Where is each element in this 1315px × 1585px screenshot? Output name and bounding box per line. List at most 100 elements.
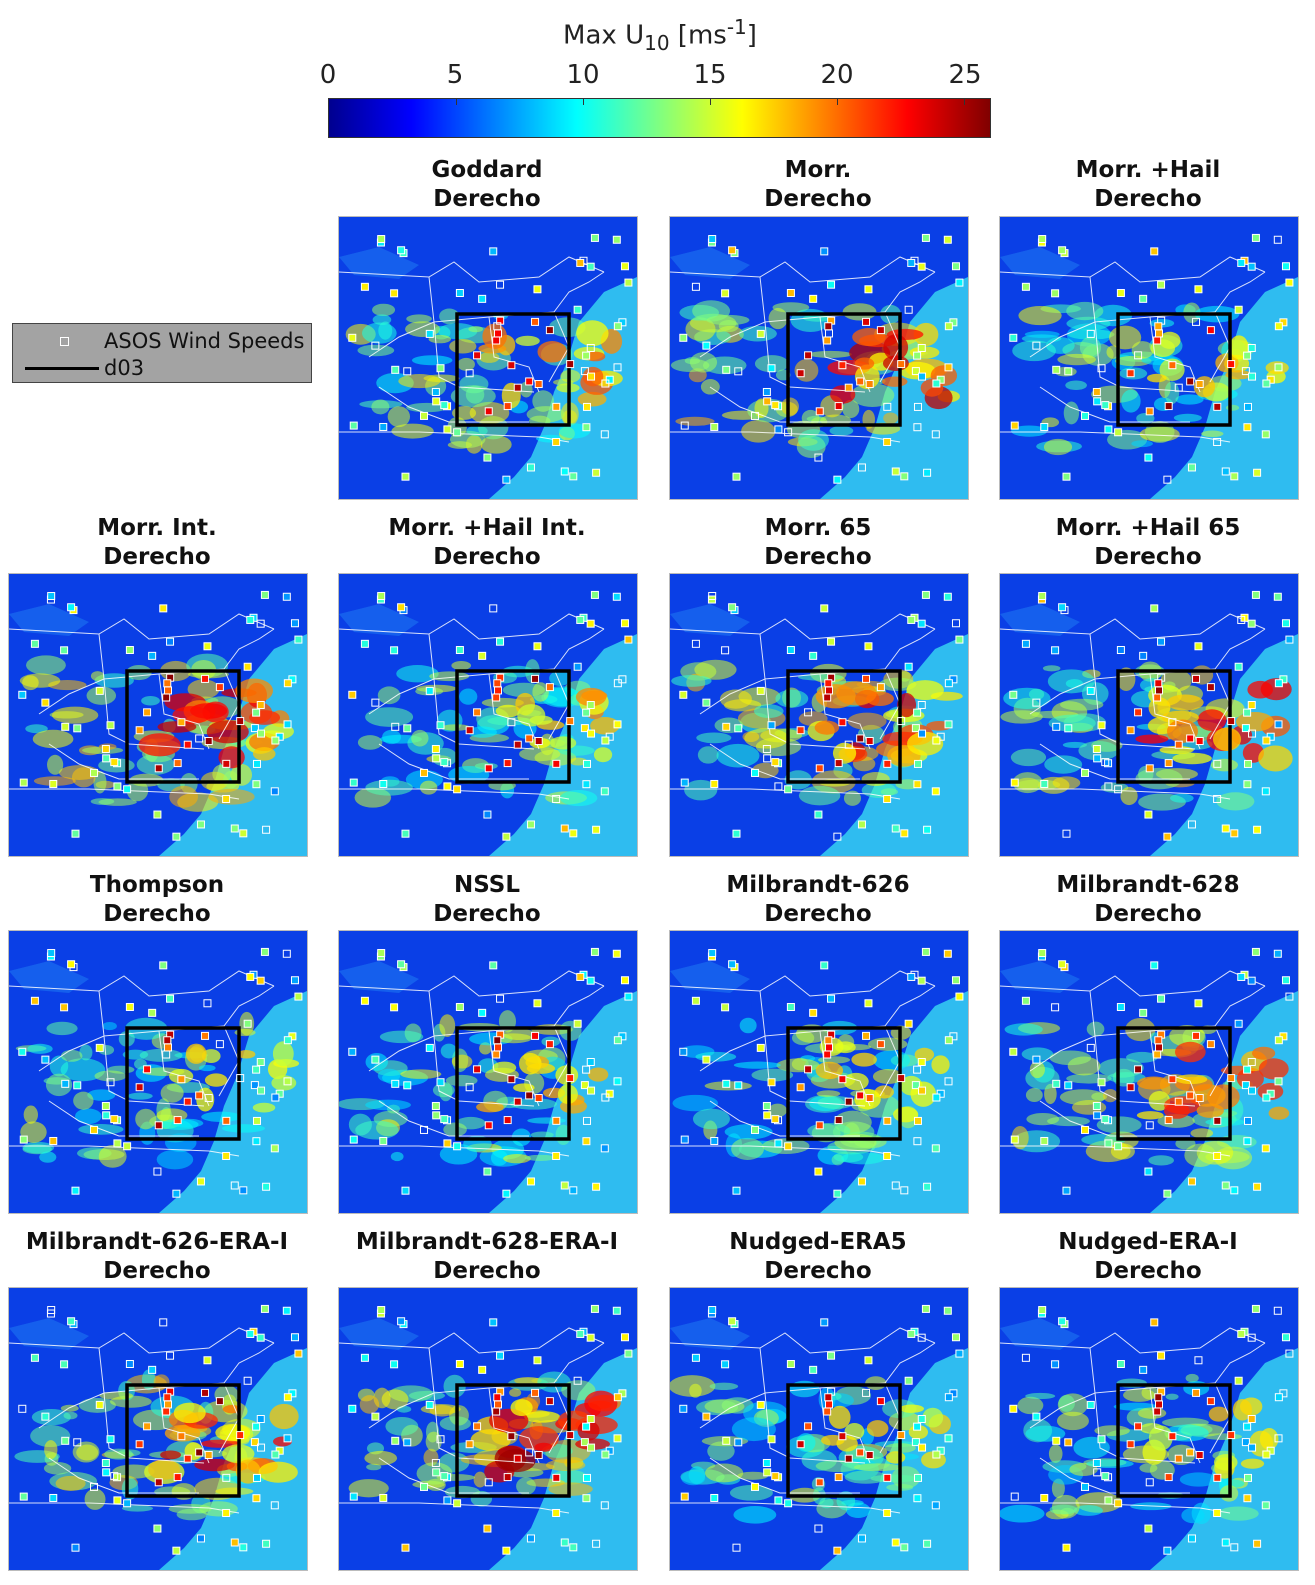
asos-station-marker [1010,1135,1019,1144]
asos-station-marker [1227,1431,1236,1440]
asos-station-marker [763,1111,772,1120]
asos-station-marker [1274,1077,1283,1086]
asos-station-marker [135,1440,144,1449]
asos-station-marker [420,768,429,777]
asos-station-marker [41,698,50,707]
asos-station-marker [582,423,591,432]
asos-station-marker [1243,1422,1252,1431]
asos-station-marker [767,1435,776,1444]
asos-station-marker [1086,686,1095,695]
panel-title-line2: Derecho [433,544,541,570]
asos-station-marker [1251,947,1260,956]
wind-map-panel [669,216,969,500]
storm-core-blob [866,1420,889,1437]
asos-station-marker [592,1539,601,1548]
asos-station-marker [1206,326,1215,335]
asos-station-marker [246,615,255,624]
panel-title: NSSL Derecho [327,871,647,929]
asos-station-marker [904,1019,913,1028]
wind-swath-blob [1000,1504,1045,1523]
asos-station-marker [1009,1404,1018,1413]
wind-swath-blob [724,1124,773,1140]
asos-station-marker [195,1448,204,1457]
wind-swath-blob [1169,1025,1205,1047]
asos-station-marker [1247,262,1256,271]
state-border [709,743,860,780]
asos-station-marker [1164,759,1173,768]
asos-station-marker [944,363,953,372]
asos-station-marker [534,1451,543,1460]
asos-station-marker [1261,1144,1270,1153]
wind-swath-blob [842,399,860,419]
panel-title-line1: Morr. +Hail 65 [1055,515,1241,541]
asos-station-marker [732,1186,741,1195]
asos-station-marker [443,1496,452,1505]
state-border [38,678,205,750]
state-border [884,1342,936,1384]
wind-map-panel [338,930,638,1214]
asos-station-marker [360,1353,369,1362]
asos-station-marker [1248,372,1257,381]
wind-swath-blob [549,670,571,686]
asos-station-marker [566,1431,575,1440]
asos-station-marker [222,1508,231,1517]
asos-station-marker [917,1058,926,1067]
asos-station-marker [493,679,502,688]
asos-station-marker [955,1349,964,1358]
asos-station-marker [1114,1142,1123,1151]
asos-station-marker [1116,1003,1125,1012]
wind-swath-blob [60,1049,83,1062]
wind-swath-blob [1181,1507,1205,1524]
asos-station-marker [864,642,873,651]
asos-station-marker [883,1508,892,1517]
wind-swath-blob [1190,1128,1214,1139]
wind-swath-blob [733,1061,781,1069]
wind-swath-blob [457,357,475,371]
asos-station-marker [1163,475,1172,484]
state-border [223,628,275,670]
asos-station-marker [1262,1450,1271,1459]
storm-core-blob [1136,1111,1164,1120]
asos-station-marker [1093,397,1102,406]
storm-core-blob [237,1050,256,1059]
asos-station-marker [246,972,255,981]
asos-station-marker [1093,754,1102,763]
asos-station-marker [473,1422,482,1431]
wind-swath-blob [221,1124,265,1133]
wind-swath-blob [365,707,414,727]
asos-station-marker [786,1360,795,1369]
storm-core-blob [931,1055,950,1075]
asos-station-marker [809,1365,818,1374]
asos-station-marker [601,1450,610,1459]
asos-station-marker [1126,726,1135,735]
asos-station-marker [1248,729,1257,738]
wind-swath-blob [47,754,64,775]
wind-swath [345,303,623,454]
asos-station-marker [1247,344,1256,353]
panel-title: Milbrandt-628 Derecho [988,871,1308,929]
asos-station-marker [243,662,252,671]
asos-station-marker [825,1043,834,1052]
panel-title-line1: Milbrandt-628-ERA-I [355,1229,619,1255]
asos-station-marker [239,1543,248,1552]
asos-station-marker [900,472,909,481]
asos-station-marker [1009,690,1018,699]
asos-station-marker [1032,1412,1041,1421]
asos-station-marker [503,402,512,411]
asos-station-marker [827,1351,836,1360]
asos-station-marker [60,1003,69,1012]
wind-swath-blob [1011,425,1048,437]
wind-swath-blob [1042,665,1061,672]
wind-swath-blob [1184,1143,1217,1167]
wind-swath-blob [883,412,899,424]
panel-title-line1: Milbrandt-626 [726,872,910,898]
asos-station-marker [455,289,464,298]
asos-station-marker [502,832,511,841]
asos-station-marker [897,1074,906,1083]
asos-station-marker [403,1081,412,1090]
asos-station-marker [397,1317,406,1326]
asos-station-marker [252,1422,261,1431]
asos-station-marker [864,285,873,294]
storm-core-blob [495,704,521,718]
domain-line-icon [25,367,99,370]
